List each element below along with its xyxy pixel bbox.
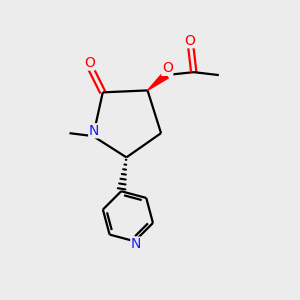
Polygon shape (148, 72, 168, 90)
Text: N: N (131, 237, 141, 251)
Text: O: O (84, 56, 95, 70)
Text: N: N (89, 124, 99, 138)
Text: O: O (184, 34, 195, 48)
Text: O: O (162, 61, 173, 75)
